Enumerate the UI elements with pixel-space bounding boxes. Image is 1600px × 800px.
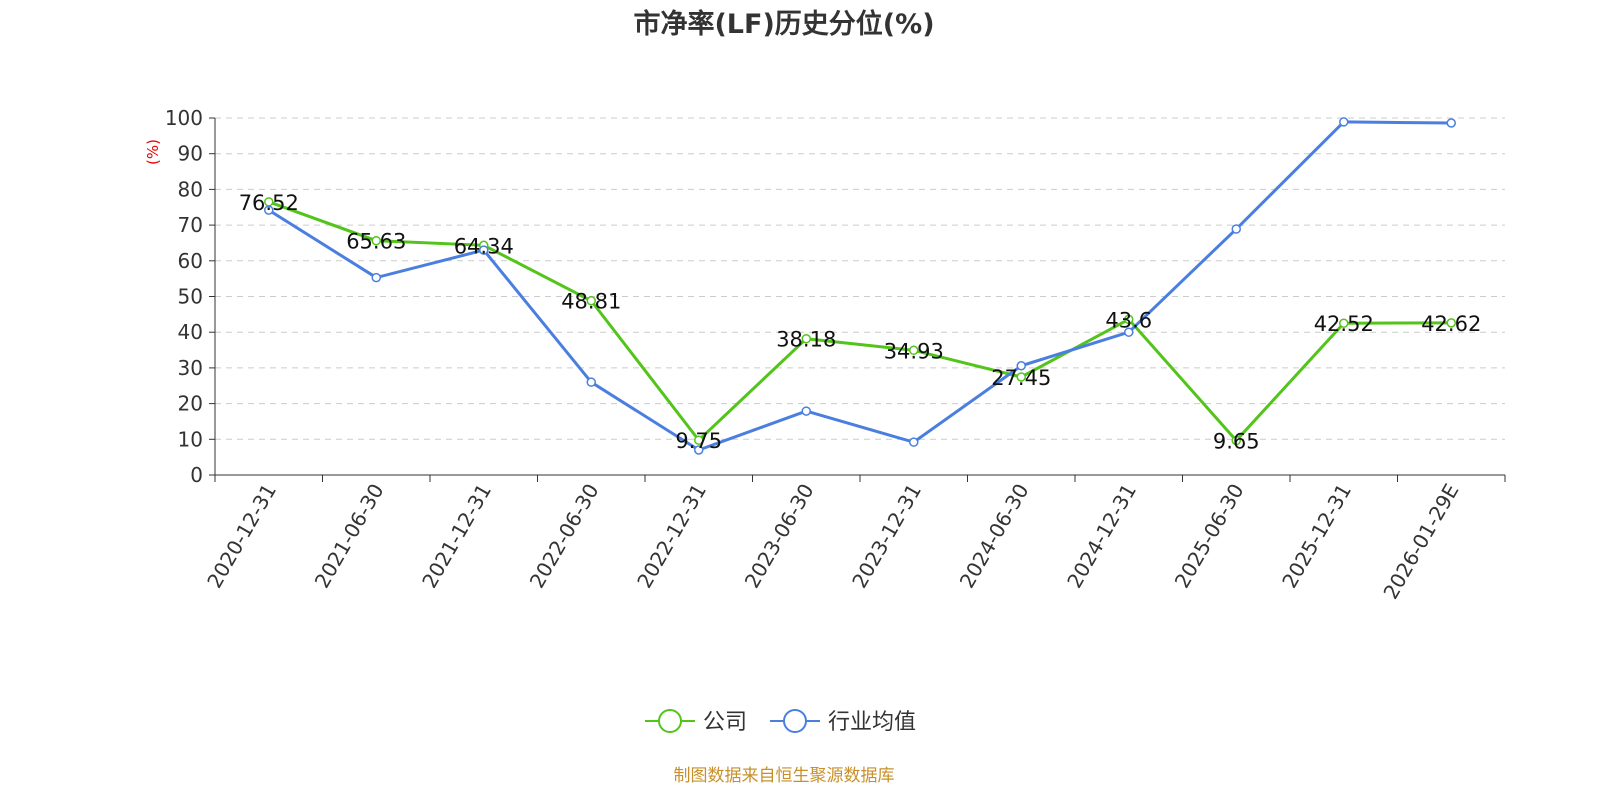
y-tick-label: 30 xyxy=(178,356,203,380)
y-tick-label: 10 xyxy=(178,427,203,451)
data-point[interactable] xyxy=(264,205,274,215)
y-tick-label: 80 xyxy=(178,177,203,201)
data-point[interactable] xyxy=(1124,327,1134,337)
data-label: 48.81 xyxy=(561,290,621,314)
data-label: 27.45 xyxy=(991,366,1051,390)
data-point[interactable] xyxy=(1124,314,1134,325)
data-point[interactable] xyxy=(479,245,489,255)
data-label: 76.52 xyxy=(239,191,299,215)
x-tick-label: 2025-12-31 xyxy=(1277,480,1356,593)
y-tick-label: 40 xyxy=(178,320,203,344)
series-line xyxy=(268,200,1452,443)
data-label: 9.75 xyxy=(675,429,722,453)
data-point[interactable] xyxy=(586,295,596,306)
x-tick-label: 2021-12-31 xyxy=(417,480,496,593)
x-tick-label: 2023-06-30 xyxy=(740,480,819,593)
x-tick-label: 2025-06-30 xyxy=(1170,480,1249,593)
y-axis-label: (%) xyxy=(144,139,162,165)
data-point[interactable] xyxy=(371,272,381,283)
series-line xyxy=(267,120,1452,452)
legend-label[interactable]: 行业均值 xyxy=(828,710,916,735)
x-tick-label: 2021-06-30 xyxy=(310,480,389,593)
y-tick-label: 90 xyxy=(178,142,203,166)
data-label: 42.52 xyxy=(1314,312,1374,336)
data-point[interactable] xyxy=(1231,224,1241,234)
data-label: 42.62 xyxy=(1421,312,1481,336)
data-point[interactable] xyxy=(1231,435,1241,446)
x-tick-label: 2023-12-31 xyxy=(847,480,926,593)
x-tick-label: 2026-01-29E xyxy=(1378,480,1463,604)
y-tick-label: 50 xyxy=(178,285,203,309)
x-tick-label: 2024-06-30 xyxy=(955,480,1034,593)
data-point[interactable] xyxy=(694,445,704,455)
data-point[interactable] xyxy=(1339,318,1349,328)
y-tick-label: 60 xyxy=(178,249,203,273)
x-tick-label: 2022-12-31 xyxy=(632,480,711,593)
x-tick-label: 2024-12-31 xyxy=(1062,480,1141,593)
y-tick-label: 100 xyxy=(165,106,203,130)
data-point[interactable] xyxy=(371,235,381,246)
data-label: 9.65 xyxy=(1213,430,1260,454)
data-point[interactable] xyxy=(1339,117,1349,127)
x-tick-label: 2022-06-30 xyxy=(525,480,604,593)
x-tick-label: 2020-12-31 xyxy=(202,480,281,593)
data-point[interactable] xyxy=(694,435,704,445)
chart-title: 市净率(LF)历史分位(%) xyxy=(633,8,934,40)
y-tick-label: 20 xyxy=(178,392,203,416)
y-tick-label: 0 xyxy=(190,463,203,487)
legend-marker-icon[interactable] xyxy=(658,709,682,733)
data-label: 38.18 xyxy=(776,328,836,352)
data-point[interactable] xyxy=(801,333,811,344)
data-point[interactable] xyxy=(801,406,811,416)
data-point[interactable] xyxy=(1016,361,1026,371)
y-tick-label: 70 xyxy=(178,213,203,237)
data-point[interactable] xyxy=(1016,372,1026,382)
data-point[interactable] xyxy=(1446,318,1456,328)
data-point[interactable] xyxy=(909,345,919,356)
data-point[interactable] xyxy=(1446,118,1456,128)
source-note: 制图数据来自恒生聚源数据库 xyxy=(674,766,895,786)
data-label: 43.6 xyxy=(1105,308,1152,332)
legend-marker-icon[interactable] xyxy=(783,709,807,733)
data-label: 64.34 xyxy=(454,234,514,258)
data-label: 65.63 xyxy=(346,230,406,254)
legend-label[interactable]: 公司 xyxy=(703,710,747,735)
data-label: 34.93 xyxy=(884,339,944,363)
data-point[interactable] xyxy=(586,377,596,387)
data-point[interactable] xyxy=(909,437,919,447)
